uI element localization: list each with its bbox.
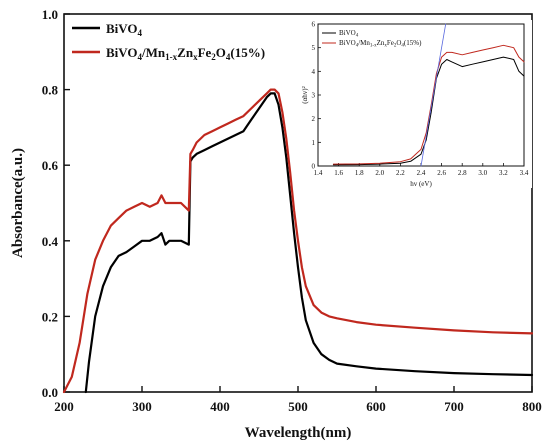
- inset-x-tick-label: 2.8: [458, 169, 467, 177]
- main-x-tick-label: 600: [366, 399, 386, 414]
- main-y-tick-label: 0.8: [42, 83, 59, 98]
- main-series-line-1: [62, 88, 534, 394]
- x-axis-label: Wavelength(nm): [245, 425, 352, 441]
- main-x-tick-label: 500: [288, 399, 308, 414]
- inset-chart: 1.4 1.6 1.8 2.0 2.2 2.4 2.6 2.8 3.0 3.2 3.4 0 1 2 3 4 5 6…: [296, 20, 532, 188]
- inset-legend-label-bivo4: BiVO4: [339, 29, 359, 39]
- inset-x-tick-label: 3.2: [499, 169, 508, 177]
- inset-series: [332, 23, 525, 167]
- main-y-tick-label: 1.0: [42, 7, 58, 22]
- inset-x-axis-label: hv (eV): [410, 180, 432, 188]
- main-y-tick-label: 0.4: [42, 234, 59, 249]
- legend-label-bivo4: BiVO4: [106, 21, 143, 38]
- main-y-tick-label: 0.0: [42, 385, 58, 400]
- inset-x-tick-label: 2.0: [375, 169, 384, 177]
- legend-label-composite: BiVO4/Mn1-xZnxFe2O4(15%): [106, 45, 265, 62]
- inset-series-line-1: [332, 44, 525, 165]
- inset-x-tick-label: 1.4: [314, 169, 323, 177]
- y-axis-label: Absorbance(a.u.): [10, 148, 26, 258]
- main-x-tick-label: 800: [522, 399, 542, 414]
- inset-x-tick-label: 3.0: [478, 169, 487, 177]
- inset-x-tick-label: 2.4: [417, 169, 426, 177]
- inset-x-tick-label: 1.8: [355, 169, 364, 177]
- main-series-line-0: [84, 92, 534, 394]
- inset-series-line-0: [332, 56, 525, 166]
- inset-x-tick-label: 2.6: [437, 169, 446, 177]
- inset-x-tick-label: 2.2: [396, 169, 405, 177]
- main-x-tick-label: 400: [210, 399, 230, 414]
- inset-y-tick-label: 0: [312, 163, 316, 171]
- inset-x-tick-label: 1.6: [334, 169, 343, 177]
- main-x-tick-label: 200: [54, 399, 74, 414]
- inset-y-tick-label: 6: [312, 21, 316, 29]
- inset-y-tick-label: 1: [312, 139, 316, 147]
- main-x-tick-label: 300: [132, 399, 152, 414]
- inset-legend-label-composite: BiVO4/Mn1-xZnxFe2O4(15%): [339, 39, 422, 49]
- inset-y-axis-label: (αhv)²: [301, 86, 309, 103]
- inset-x-tick-label: 3.4: [520, 169, 529, 177]
- inset-y-tick-label: 3: [312, 92, 316, 100]
- inset-tangent-line: [420, 23, 447, 167]
- inset-y-tick-label: 5: [312, 44, 316, 52]
- inset-y-tick-label: 4: [312, 68, 316, 76]
- main-series: [62, 88, 534, 394]
- inset-ticks: 1.4 1.6 1.8 2.0 2.2 2.4 2.6 2.8 3.0 3.2 3.4 0 1 2 3 4 5 6: [312, 21, 529, 178]
- main-ticks: 200 300 400 500 600 700 800 0.0 0.2 0.4 0.6 0.8 1.0: [42, 7, 542, 414]
- main-y-tick-label: 0.2: [42, 309, 58, 324]
- main-y-tick-label: 0.6: [42, 158, 59, 173]
- inset-legend: BiVO4 BiVO4/Mn1-xZnxFe2O4(15%): [322, 29, 422, 49]
- inset-y-tick-label: 2: [312, 115, 316, 123]
- main-x-tick-label: 700: [444, 399, 464, 414]
- main-legend: BiVO4 BiVO4/Mn1-xZnxFe2O4(15%): [72, 21, 265, 62]
